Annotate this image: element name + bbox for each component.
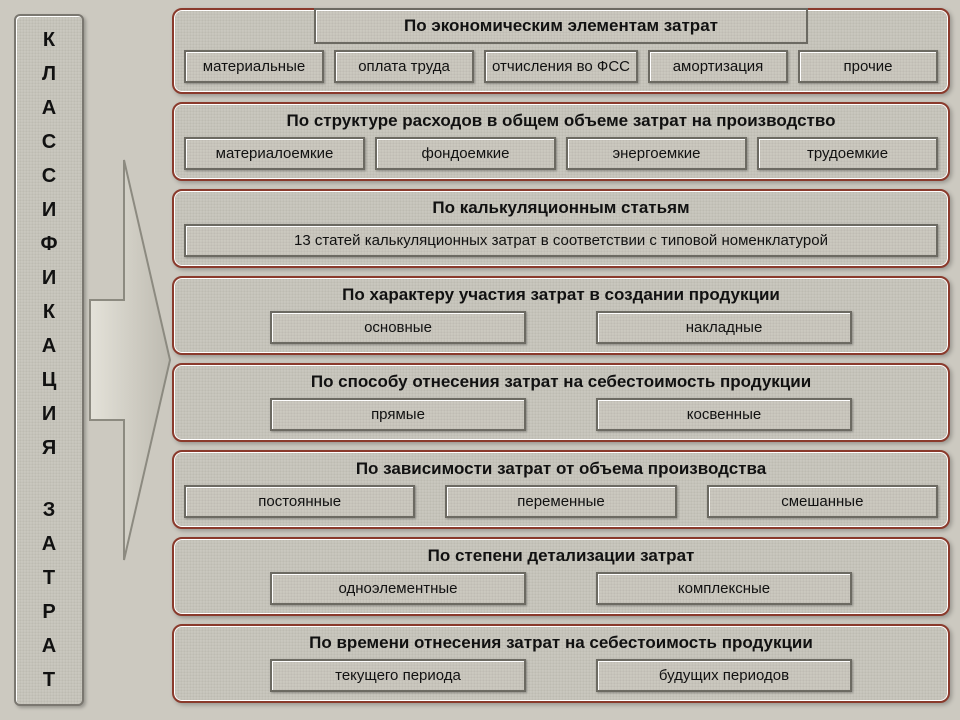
chip: постоянные	[184, 485, 415, 518]
left-title-letter: К	[43, 30, 55, 50]
left-title-letter: Т	[43, 670, 55, 690]
left-title-letter: А	[42, 98, 56, 118]
left-title-letter: Я	[42, 438, 56, 458]
panel-2: По калькуляционным статьям 13 статей каль…	[172, 189, 950, 268]
chip: смешанные	[707, 485, 938, 518]
chip: прямые	[270, 398, 526, 431]
chip: текущего периода	[270, 659, 526, 692]
panel-6: По степени детализации затрат одноэлемент…	[172, 537, 950, 616]
panel-row: 13 статей калькуляционных затрат в соотв…	[184, 224, 938, 257]
left-title-letter: Ц	[42, 370, 57, 390]
left-title-letter: А	[42, 636, 56, 656]
panel-title: По способу отнесения затрат на себестоим…	[184, 372, 938, 392]
panel-0: По экономическим элементам затрат материа…	[172, 8, 950, 94]
chip: накладные	[596, 311, 852, 344]
chip: будущих периодов	[596, 659, 852, 692]
chip: одноэлементные	[270, 572, 526, 605]
panel-row: постоянные переменные смешанные	[184, 485, 938, 518]
panel-row: основные накладные	[184, 311, 938, 344]
left-title-letter: И	[42, 200, 56, 220]
panel-title: По экономическим элементам затрат	[314, 8, 809, 44]
left-title-letter: Л	[42, 64, 56, 84]
left-title-letter: А	[42, 534, 56, 554]
panels-container: По экономическим элементам затрат материа…	[172, 8, 950, 703]
chip: материальные	[184, 50, 324, 83]
chip: отчисления во ФСС	[484, 50, 638, 83]
chip: оплата труда	[334, 50, 474, 83]
left-title-letter: С	[42, 132, 56, 152]
panel-row: прямые косвенные	[184, 398, 938, 431]
panel-title: По характеру участия затрат в создании п…	[184, 285, 938, 305]
panel-title: По зависимости затрат от объема производ…	[184, 459, 938, 479]
panel-title: По структуре расходов в общем объеме зат…	[184, 111, 938, 131]
panel-row: текущего периода будущих периодов	[184, 659, 938, 692]
left-title-letter: И	[42, 268, 56, 288]
left-title-letter: А	[42, 336, 56, 356]
chip: трудоемкие	[757, 137, 938, 170]
chip: материалоемкие	[184, 137, 365, 170]
chip: комплексные	[596, 572, 852, 605]
left-title-letter: С	[42, 166, 56, 186]
chip: 13 статей калькуляционных затрат в соотв…	[184, 224, 938, 257]
panel-5: По зависимости затрат от объема производ…	[172, 450, 950, 529]
panel-4: По способу отнесения затрат на себестоим…	[172, 363, 950, 442]
left-title-letter: И	[42, 404, 56, 424]
panel-title: По степени детализации затрат	[184, 546, 938, 566]
left-title-letter: К	[43, 302, 55, 322]
arrow-icon	[84, 0, 172, 720]
chip: фондоемкие	[375, 137, 556, 170]
panel-title: По калькуляционным статьям	[184, 198, 938, 218]
chip: прочие	[798, 50, 938, 83]
panel-3: По характеру участия затрат в создании п…	[172, 276, 950, 355]
panel-row: одноэлементные комплексные	[184, 572, 938, 605]
left-title-column: КЛАССИФИКАЦИЯ ЗАТРАТ	[14, 14, 84, 706]
left-title-letter: Т	[43, 568, 55, 588]
chip: энергоемкие	[566, 137, 747, 170]
panel-title: По времени отнесения затрат на себестоим…	[184, 633, 938, 653]
left-title-letter: Р	[42, 602, 55, 622]
panel-row: материалоемкие фондоемкие энергоемкие трудо…	[184, 137, 938, 170]
chip: переменные	[445, 485, 676, 518]
left-title-letter	[46, 472, 52, 486]
chip: косвенные	[596, 398, 852, 431]
panel-row: материальные оплата труда отчисления во ФС…	[184, 50, 938, 83]
left-title-letter: З	[43, 500, 56, 520]
left-title-letter: Ф	[40, 234, 57, 254]
panel-7: По времени отнесения затрат на себестоим…	[172, 624, 950, 703]
chip: амортизация	[648, 50, 788, 83]
chip: основные	[270, 311, 526, 344]
panel-1: По структуре расходов в общем объеме зат…	[172, 102, 950, 181]
